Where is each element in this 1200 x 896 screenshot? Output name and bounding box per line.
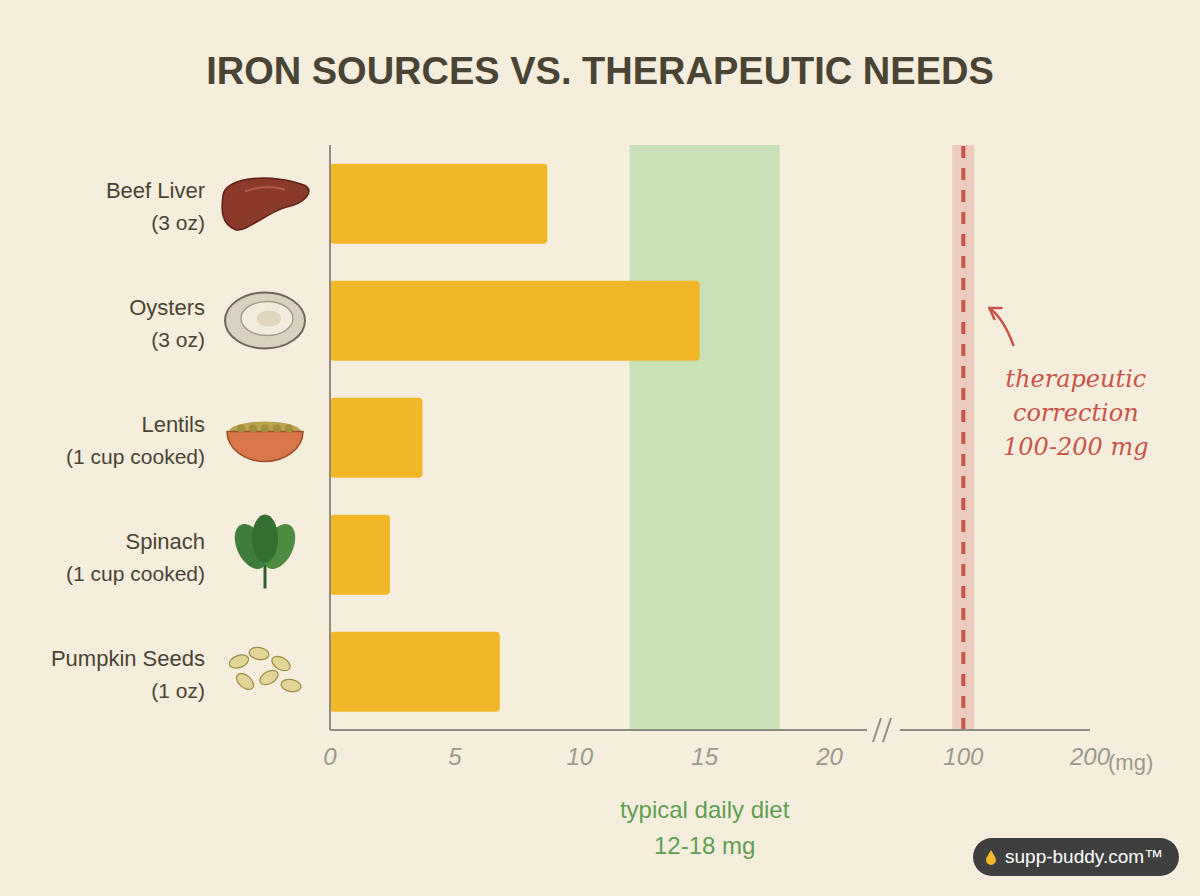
html-text:12-18 mg: 12-18 mg bbox=[653, 832, 756, 859]
svg-text:(3 oz): (3 oz) bbox=[151, 211, 205, 234]
svg-text:(1 oz): (1 oz) bbox=[151, 679, 205, 702]
svg-text:Lentils: Lentils bbox=[141, 412, 205, 437]
svg-text:20: 20 bbox=[815, 743, 843, 770]
svg-text:(3 oz): (3 oz) bbox=[151, 328, 205, 351]
svg-text:Oysters: Oysters bbox=[129, 295, 205, 320]
html-text:supp-buddy.com™: supp-buddy.com™ bbox=[1005, 846, 1164, 867]
html-text:therapeutic: therapeutic bbox=[1005, 365, 1147, 393]
html-text:IRON SOURCES VS. THERAPEUTIC N: IRON SOURCES VS. THERAPEUTIC NEEDS bbox=[206, 50, 994, 92]
html-text:(mg): (mg) bbox=[1108, 750, 1154, 775]
svg-text:0: 0 bbox=[323, 743, 337, 770]
svg-text:Pumpkin Seeds: Pumpkin Seeds bbox=[51, 646, 205, 671]
svg-text:(1 cup cooked): (1 cup cooked) bbox=[66, 562, 205, 585]
svg-text:15: 15 bbox=[691, 743, 718, 770]
svg-text:Beef Liver: Beef Liver bbox=[106, 178, 205, 203]
svg-text:100: 100 bbox=[943, 743, 984, 770]
html-text:typical daily diet: typical daily diet bbox=[619, 796, 790, 823]
svg-text:Spinach: Spinach bbox=[125, 529, 205, 554]
html-text:100-200 mg: 100-200 mg bbox=[1003, 433, 1149, 461]
svg-text:200: 200 bbox=[1069, 743, 1111, 770]
html-text:correction: correction bbox=[1013, 399, 1139, 427]
svg-text:5: 5 bbox=[448, 743, 462, 770]
svg-text:(1 cup cooked): (1 cup cooked) bbox=[66, 445, 205, 468]
svg-text:10: 10 bbox=[566, 743, 593, 770]
